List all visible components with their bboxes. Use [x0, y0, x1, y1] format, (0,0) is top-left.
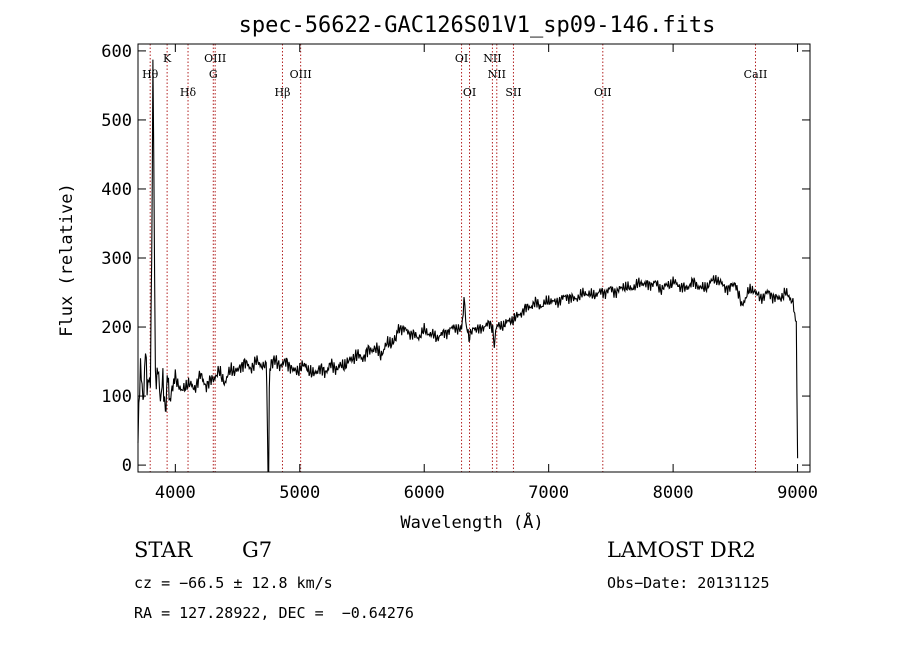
y-tick-label: 0 [122, 456, 132, 476]
coordinates: RA = 127.28922, DEC = −0.64276 [134, 604, 414, 622]
x-tick-label: 6000 [404, 483, 445, 503]
spectral-subclass: G7 [242, 538, 273, 562]
spectral-line-label: OI [455, 52, 468, 65]
y-tick-label: 300 [101, 249, 132, 269]
y-tick-label: 200 [101, 318, 132, 338]
spectral-line-markers: Hθ K Hδ OIII G Hβ OIII OI OI NII NII SII OII CaII [142, 44, 767, 472]
y-axis-label: Flux (relative) [57, 183, 77, 337]
x-axis-label: Wavelength (Å) [400, 511, 543, 533]
x-tick-label: 5000 [279, 483, 320, 503]
spectral-line-label: G [209, 68, 218, 81]
axis-ticks: 4000 5000 6000 7000 8000 9000 0 100 200 300 400 500… [101, 42, 818, 503]
spectral-line-label: OIII [290, 68, 312, 81]
spectral-line-label: Hθ [142, 68, 159, 81]
spectral-line-label: Hδ [180, 86, 197, 99]
spectral-line-label: NII [483, 52, 501, 65]
spectral-line-label: OIII [204, 52, 226, 65]
x-tick-label: 4000 [155, 483, 196, 503]
spectral-line-label: K [163, 52, 172, 65]
plot-frame [137, 43, 811, 473]
y-tick-label: 100 [101, 387, 132, 407]
y-tick-label: 500 [101, 111, 132, 131]
y-tick-label: 600 [101, 42, 132, 62]
spectral-line-label: CaII [744, 68, 768, 81]
chart-title: spec-56622-GAC126S01V1_sp09-146.fits [239, 13, 716, 38]
y-tick-label: 400 [101, 180, 132, 200]
observation-date: Obs−Date: 20131125 [607, 574, 770, 592]
spectral-line-label: SII [505, 86, 521, 99]
spectrum-series-line [137, 59, 799, 473]
x-tick-label: 9000 [777, 483, 818, 503]
spectral-line-label: NII [488, 68, 506, 81]
x-tick-label: 8000 [653, 483, 694, 503]
spectral-line-label: Hβ [275, 86, 291, 99]
spectral-line-label: OII [594, 86, 612, 99]
x-tick-label: 7000 [528, 483, 569, 503]
spectral-line-label: OI [463, 86, 476, 99]
survey-name: LAMOST DR2 [607, 538, 756, 562]
object-type: STAR [134, 538, 193, 562]
redshift-cz: cz = −66.5 ± 12.8 km/s [134, 574, 333, 592]
